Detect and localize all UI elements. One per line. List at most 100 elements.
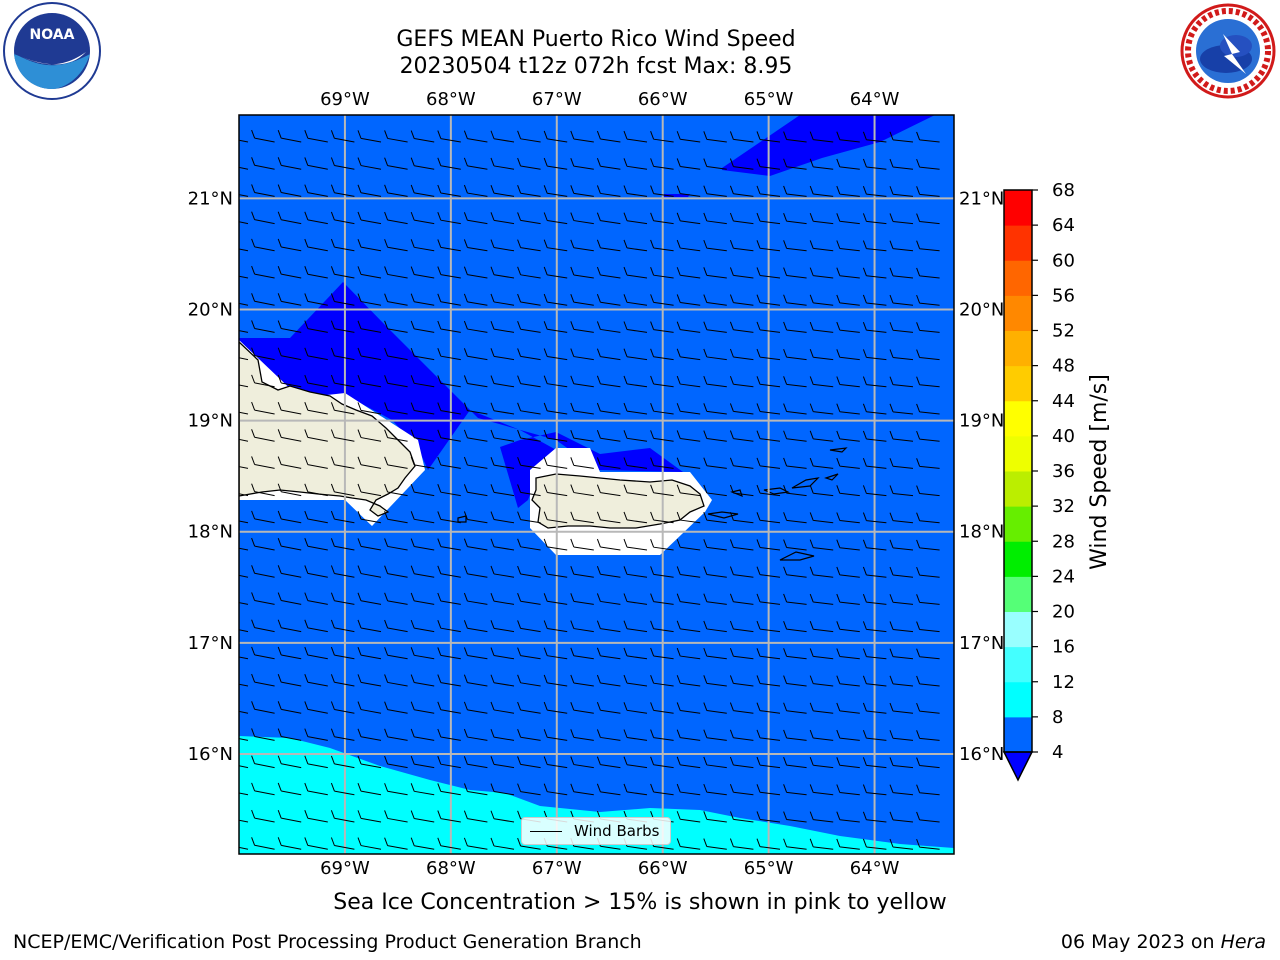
wind-barb: [836, 539, 860, 551]
wind-barb: [729, 212, 754, 225]
wind-barb: [676, 838, 701, 850]
wind-barb: [357, 538, 382, 551]
wind-barb: [809, 294, 834, 306]
wind-barb: [729, 702, 754, 714]
wind-barb: [596, 756, 621, 769]
wind-barb: [783, 539, 807, 551]
wind-barb: [783, 675, 807, 687]
wind-barb: [862, 594, 887, 605]
wind-barb: [889, 349, 914, 361]
wind-barb: [623, 212, 648, 225]
wind-barb: [277, 157, 302, 170]
wind-barb: [251, 619, 275, 633]
wind-barb: [916, 838, 940, 850]
wind-barb: [836, 512, 860, 524]
wind-barb: [543, 593, 568, 605]
wind-barb: [543, 756, 568, 769]
wind-barb: [676, 620, 701, 633]
wind-barb: [729, 185, 754, 197]
wind-barb: [543, 484, 568, 497]
wind-barb: [251, 510, 275, 524]
wind-barb: [543, 239, 568, 252]
wind-barb: [517, 620, 541, 633]
wind-barb: [410, 755, 435, 769]
wind-barb: [756, 376, 781, 388]
wind-barb: [889, 675, 914, 687]
wind-barb: [676, 675, 701, 687]
lon-tick-label: 66°W: [638, 89, 688, 110]
wind-barb: [277, 673, 302, 687]
wind-barb: [916, 430, 940, 442]
wind-barb: [862, 267, 887, 279]
wind-barb: [756, 702, 781, 714]
wind-barb: [357, 483, 382, 497]
wind-barb: [251, 592, 275, 605]
wind-barb: [836, 593, 860, 605]
wind-barb: [251, 728, 275, 741]
wind-barb: [756, 430, 781, 442]
wind-barb: [809, 811, 834, 823]
wind-barb: [463, 429, 488, 442]
wind-barb: [239, 194, 249, 197]
wind-field-8-12: [239, 736, 954, 854]
wind-barb: [277, 129, 302, 143]
wind-barb: [463, 592, 488, 605]
wind-barb: [463, 647, 488, 660]
wind-barb: [756, 838, 781, 850]
wind-barb: [384, 783, 408, 796]
wind-barb: [916, 403, 940, 415]
wind-barb: [756, 756, 781, 769]
wind-barb: [384, 184, 408, 197]
wind-barb: [384, 347, 408, 361]
wind-barb: [836, 566, 860, 578]
wind-barb: [916, 349, 940, 361]
wind-barb: [463, 348, 488, 361]
wind-barb: [437, 184, 461, 197]
wind-barb: [756, 512, 781, 524]
wind-barb: [570, 321, 594, 333]
wind-barb: [756, 131, 781, 143]
wind-barb: [304, 592, 328, 605]
wind-barb: [251, 320, 275, 333]
wind-barb: [517, 185, 541, 197]
wind-barb: [783, 131, 807, 143]
wind-barb: [463, 620, 488, 633]
wind-barb: [729, 729, 754, 741]
wind-barb: [889, 158, 914, 170]
wind-barb: [703, 783, 727, 796]
wind-barb: [543, 457, 568, 469]
wind-barb: [463, 810, 488, 823]
colorbar-tick-label: 24: [1052, 566, 1075, 587]
wind-barb: [330, 810, 355, 823]
wind-barb: [251, 184, 275, 197]
wind-barb: [570, 429, 594, 442]
wind-barb: [862, 648, 887, 660]
wind-barb: [463, 538, 488, 551]
wind-barb: [889, 621, 914, 633]
wind-barb: [889, 702, 914, 714]
wind-barb: [517, 239, 541, 252]
wind-barb: [437, 565, 461, 578]
wind-barb: [304, 456, 328, 469]
wind-barb: [517, 647, 541, 660]
wind-barb: [239, 656, 249, 660]
wind-barb: [703, 539, 727, 551]
wind-barb: [490, 348, 515, 361]
wind-barb: [463, 783, 488, 796]
wind-barb: [490, 538, 515, 551]
wind-barb: [239, 411, 249, 415]
wind-barb: [809, 485, 834, 497]
wind-barb: [809, 621, 834, 633]
wind-barb: [650, 566, 674, 578]
wind-barb: [862, 322, 887, 333]
wind-barb: [384, 402, 408, 415]
wind-barb: [357, 238, 382, 252]
wind-barb: [756, 539, 781, 551]
wind-barb: [490, 837, 515, 850]
wind-barb: [623, 375, 648, 388]
wind-barb: [490, 565, 515, 578]
wind-barb: [889, 594, 914, 605]
wind-barb: [676, 457, 701, 469]
wind-barb: [410, 157, 435, 170]
wind-barb: [623, 538, 648, 551]
